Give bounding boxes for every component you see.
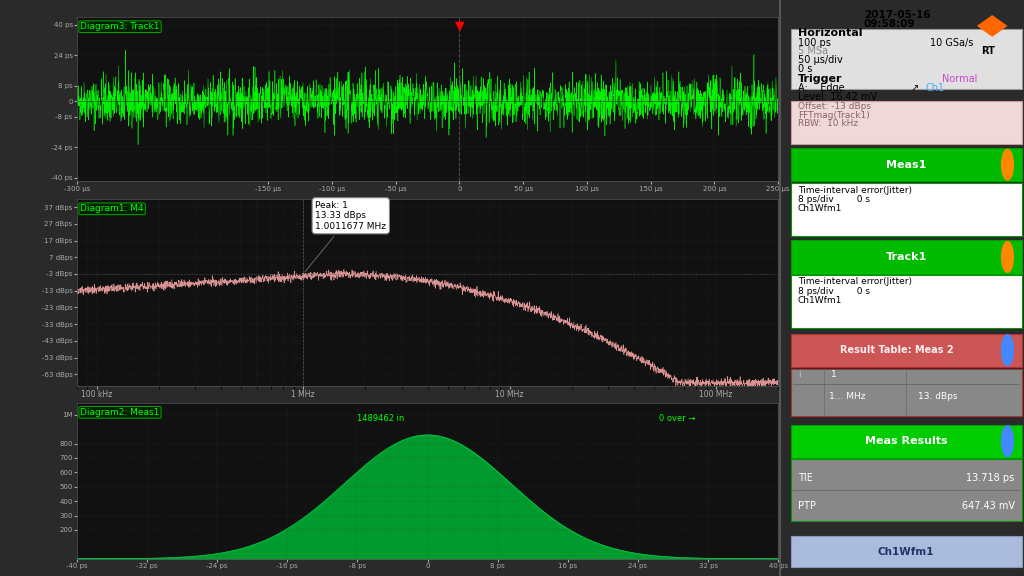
FancyBboxPatch shape [791, 29, 1022, 89]
Circle shape [1000, 241, 1014, 273]
Text: Horizontal: Horizontal [798, 28, 862, 39]
Text: 8 ps/div        0 s: 8 ps/div 0 s [798, 287, 870, 296]
Text: 50 µs/div: 50 µs/div [798, 55, 843, 65]
Text: PTP: PTP [798, 501, 816, 511]
Text: Meas Results: Meas Results [865, 436, 947, 446]
Text: Diagram3: Track1: Diagram3: Track1 [80, 22, 160, 31]
Text: Trigger: Trigger [798, 74, 843, 85]
Text: 1489462 in: 1489462 in [357, 414, 404, 423]
Text: 8 ps/div        0 s: 8 ps/div 0 s [798, 195, 870, 204]
Text: Ch1Wfm1: Ch1Wfm1 [798, 204, 843, 213]
Text: i: i [798, 370, 801, 379]
Text: Time-interval error(Jitter): Time-interval error(Jitter) [798, 277, 912, 286]
Text: Track1: Track1 [886, 252, 927, 262]
Polygon shape [977, 15, 1008, 37]
FancyBboxPatch shape [791, 148, 1022, 181]
Text: Normal: Normal [942, 74, 977, 85]
FancyBboxPatch shape [791, 240, 1022, 274]
Circle shape [1000, 149, 1014, 181]
FancyBboxPatch shape [791, 183, 1022, 236]
Text: Level: 16.42 mV: Level: 16.42 mV [798, 92, 877, 102]
FancyBboxPatch shape [791, 101, 1022, 144]
Text: Diagram1: M4: Diagram1: M4 [80, 204, 144, 213]
Text: RT: RT [982, 46, 995, 56]
FancyBboxPatch shape [791, 369, 1022, 416]
Text: TIE: TIE [798, 472, 813, 483]
Text: Ch1Wfm1: Ch1Wfm1 [878, 547, 935, 557]
Text: Ch1Wfm1: Ch1Wfm1 [798, 296, 843, 305]
Text: Offset: -13 dBps: Offset: -13 dBps [798, 102, 870, 111]
Text: A:    Edge: A: Edge [798, 83, 845, 93]
Text: Meas1: Meas1 [886, 160, 927, 170]
Text: 5 MSa: 5 MSa [798, 46, 827, 56]
Text: 10 GSa/s: 10 GSa/s [930, 37, 973, 48]
Text: 1: 1 [830, 370, 837, 379]
Text: ↗: ↗ [911, 83, 920, 93]
Text: RS: RS [986, 21, 997, 31]
Text: ▼: ▼ [455, 19, 464, 32]
Text: 0 over →: 0 over → [659, 414, 695, 423]
Text: 2017-05-16: 2017-05-16 [864, 10, 931, 20]
Text: Result Table: Meas 2: Result Table: Meas 2 [840, 345, 953, 355]
Text: 1... MHz: 1... MHz [828, 392, 865, 401]
Text: 100 ps: 100 ps [798, 37, 830, 48]
Text: Diagram2: Meas1: Diagram2: Meas1 [80, 408, 160, 417]
Text: 647.43 mV: 647.43 mV [962, 501, 1015, 511]
Text: 13. dBps: 13. dBps [919, 392, 957, 401]
Text: RBW:  10 kHz: RBW: 10 kHz [798, 119, 858, 128]
FancyBboxPatch shape [791, 334, 1022, 367]
FancyBboxPatch shape [791, 275, 1022, 328]
Text: 13.718 ps: 13.718 ps [967, 472, 1015, 483]
Text: FFTmag(Track1): FFTmag(Track1) [798, 111, 869, 120]
Text: Ch1: Ch1 [925, 83, 944, 93]
Text: Peak: 1
13.33 dBps
1.0011677 MHz: Peak: 1 13.33 dBps 1.0011677 MHz [305, 201, 386, 272]
Circle shape [1000, 334, 1014, 366]
Text: 0 s: 0 s [798, 64, 812, 74]
FancyBboxPatch shape [791, 425, 1022, 458]
FancyBboxPatch shape [791, 459, 1022, 521]
Circle shape [1000, 425, 1014, 457]
Text: 09:58:09: 09:58:09 [864, 19, 915, 29]
Text: Time-interval error(Jitter): Time-interval error(Jitter) [798, 185, 912, 195]
FancyBboxPatch shape [791, 536, 1022, 567]
